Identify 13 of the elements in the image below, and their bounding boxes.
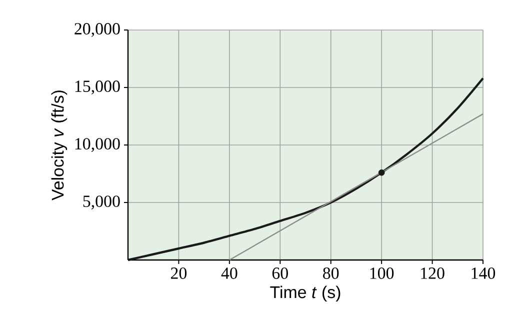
y-tick-label: 15,000 <box>75 80 120 94</box>
x-tick-label: 60 <box>272 268 288 279</box>
x-tick-label: 120 <box>421 268 444 279</box>
x-tick-label: 20 <box>170 268 187 279</box>
y-tick-label: 10,000 <box>75 138 120 152</box>
x-axis-title: Time t (s) <box>270 286 340 302</box>
y-tick-label: 5,000 <box>83 196 120 210</box>
x-tick-label: 140 <box>472 268 496 279</box>
x-tick-label: 40 <box>221 268 238 279</box>
y-tick-label: 20,000 <box>74 23 120 37</box>
y-axis-title: Velocity v (ft/s) <box>51 90 68 200</box>
x-tick-label: 100 <box>370 268 394 279</box>
x-tick-label: 80 <box>323 268 339 279</box>
